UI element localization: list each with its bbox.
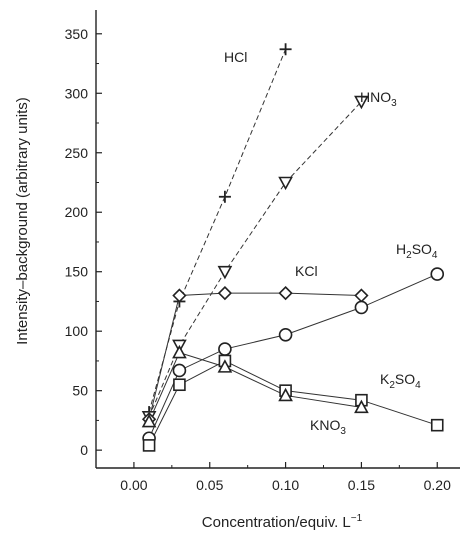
x-tick-label: 0.05 — [196, 477, 223, 493]
data-point — [173, 378, 186, 392]
data-point — [218, 190, 231, 203]
series-markers — [141, 43, 445, 452]
series-label: KCl — [295, 263, 318, 279]
series-label: K2SO4 — [380, 371, 421, 391]
x-tick-label: 0.10 — [272, 477, 299, 493]
data-point — [278, 327, 293, 342]
x-tick-label: 0.15 — [348, 477, 375, 493]
data-point — [141, 413, 157, 428]
data-point — [217, 359, 233, 373]
data-point — [142, 439, 156, 452]
data-point — [354, 399, 369, 414]
x-tick-label: 0.00 — [120, 477, 147, 493]
x-axis-title: Concentration/equiv. L−1 — [202, 513, 363, 531]
data-point — [430, 267, 445, 281]
data-point — [217, 285, 233, 301]
data-point — [172, 344, 187, 359]
series-label: HNO3 — [360, 89, 397, 109]
y-axis-title: Intensity–background (arbitrary units) — [14, 97, 31, 345]
data-point — [278, 387, 293, 402]
data-point — [217, 265, 233, 280]
x-tick-label: 0.20 — [424, 477, 451, 493]
data-point — [354, 288, 369, 303]
series-line — [148, 360, 438, 446]
data-point — [218, 342, 232, 356]
data-point — [172, 288, 187, 303]
y-tick-label: 350 — [65, 26, 89, 42]
axes: 0 50 100 150 200 250 300 350 0.00 0.05 0.10 0.15 0.2… — [14, 10, 460, 531]
y-tick-label: 50 — [72, 383, 88, 399]
y-tick-label: 200 — [65, 204, 89, 220]
y-tick-label: 250 — [65, 145, 89, 161]
series-label: KNO3 — [310, 417, 346, 437]
data-point — [278, 176, 293, 191]
data-point — [430, 418, 444, 432]
y-tick-label: 100 — [65, 323, 89, 339]
y-tick-label: 0 — [80, 442, 88, 458]
y-tick-label: 300 — [65, 85, 89, 101]
labels: HCl HNO3 KCl H2SO4 K2SO4 KNO3 — [224, 49, 438, 437]
series-line — [148, 49, 287, 413]
series-label: HCl — [224, 49, 247, 65]
series-label: H2SO4 — [396, 241, 438, 261]
y-tick-label: 150 — [65, 264, 89, 280]
data-point — [172, 363, 187, 378]
data-point — [278, 285, 293, 301]
data-point — [354, 95, 369, 110]
data-point — [279, 43, 292, 56]
data-point — [354, 300, 369, 315]
